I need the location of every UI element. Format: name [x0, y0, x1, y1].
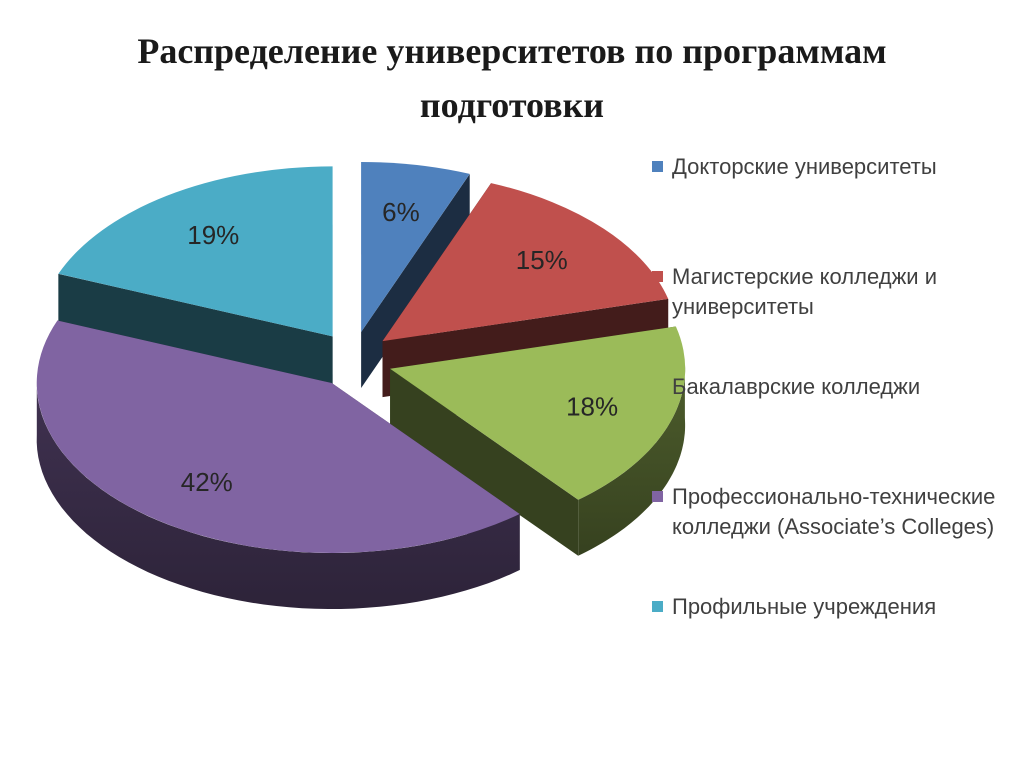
data-label-5: 19%	[187, 220, 239, 250]
data-label-1: 6%	[382, 197, 420, 227]
legend-swatch-1	[652, 161, 663, 172]
pie-slice-3	[390, 326, 686, 556]
pie-slice-4-side	[36, 378, 520, 609]
pie-slice-3-side	[578, 361, 686, 556]
pie-slice-3-top	[390, 326, 686, 500]
data-label-4: 42%	[181, 467, 233, 497]
legend-label-4: Профессионально-технические колледжи (As…	[672, 484, 996, 539]
legend-label-1: Докторские университеты	[672, 154, 937, 179]
pie-slice-4-top	[36, 320, 520, 553]
pie-slice-4	[36, 320, 520, 609]
chart-title: Распределение университетов по программа…	[137, 31, 887, 125]
legend-swatch-4	[652, 491, 663, 502]
legend-label-3: Бакалаврские колледжи	[672, 374, 921, 399]
legend-swatch-2	[652, 271, 663, 282]
legend-label-2: Магистерские колледжи и университеты	[672, 264, 937, 319]
data-label-2: 15%	[516, 245, 568, 275]
pie-slice-2-top	[382, 183, 669, 342]
legend-swatch-5	[652, 601, 663, 612]
pie-slice-1-top	[361, 161, 470, 333]
legend-swatch-3	[652, 381, 663, 392]
pie-slice-5	[58, 166, 333, 393]
pie-slice-5-wall-1	[58, 273, 333, 393]
legend-label-5: Профильные учреждения	[672, 594, 937, 619]
pie-slice-3-wall-2	[390, 368, 579, 556]
pie-slice-5-top	[58, 166, 333, 337]
data-label-3: 18%	[566, 392, 618, 422]
